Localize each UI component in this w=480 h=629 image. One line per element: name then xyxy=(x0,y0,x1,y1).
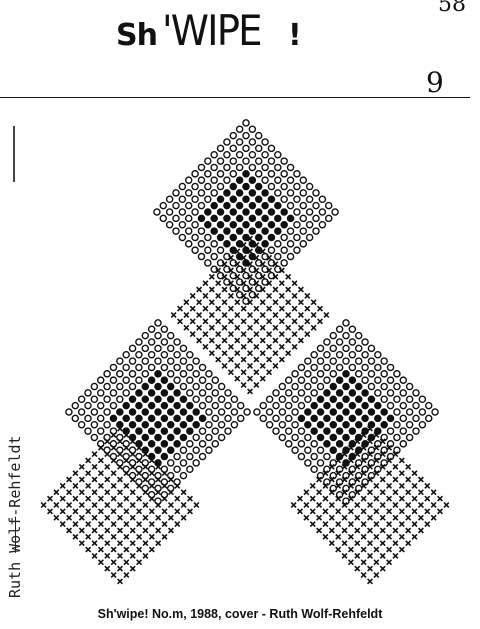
signature-first-name: Ruth xyxy=(6,552,24,598)
signature-struck-name: Wolf xyxy=(6,516,24,553)
issue-number: 9 xyxy=(426,66,444,99)
header: Sh 'WIPE ! 58 9 xyxy=(0,0,480,100)
signature-last-name: -Rehfeldt xyxy=(6,435,24,517)
caption: Sh'wipe! No.m, 1988, cover - Ruth Wolf-R… xyxy=(97,607,383,621)
header-rule xyxy=(0,97,470,98)
logo-wipe: 'WIPE xyxy=(162,6,263,55)
margin-mark xyxy=(13,126,15,182)
page-number: 58 xyxy=(438,0,466,17)
logo-bang: ! xyxy=(288,18,302,53)
logo-sh: Sh xyxy=(116,18,158,53)
artist-signature: Ruth Wolf-Rehfeldt xyxy=(6,435,24,598)
